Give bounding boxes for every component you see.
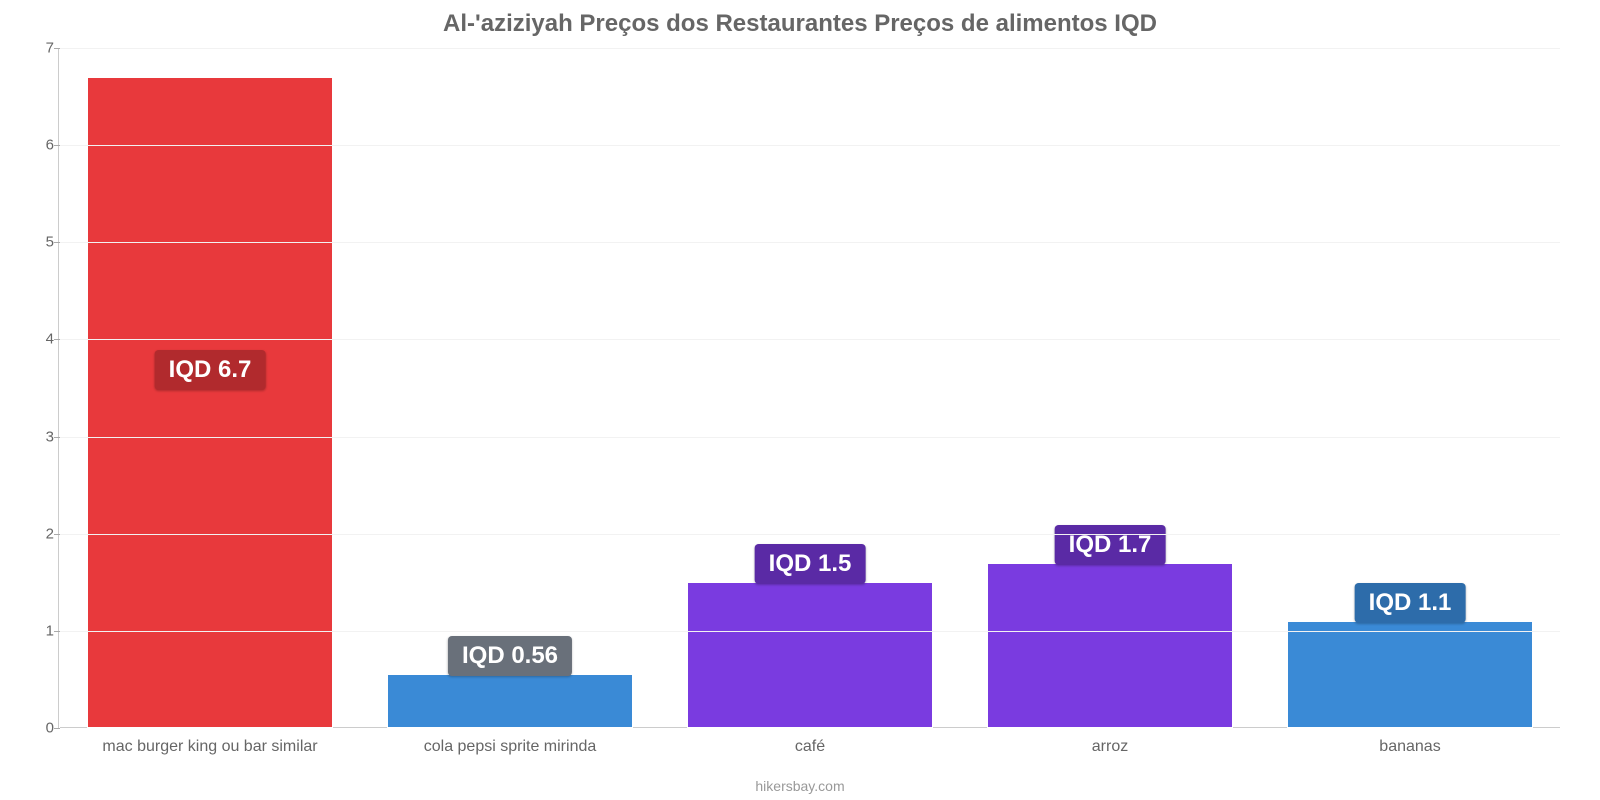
attribution-text: hikersbay.com [0,778,1600,794]
gridline [60,339,1560,340]
bar [1287,621,1533,728]
gridline [60,534,1560,535]
x-category-label: café [795,738,825,756]
x-category-label: cola pepsi sprite mirinda [424,738,597,756]
bar-value-label: IQD 1.5 [755,544,866,584]
ytick-label: 3 [26,428,54,445]
chart-title: Al-'aziziyah Preços dos Restaurantes Pre… [20,10,1580,38]
ytick-mark [54,242,60,243]
bar [987,563,1233,728]
ytick-mark [54,631,60,632]
ytick-mark [54,48,60,49]
ytick-mark [54,534,60,535]
ytick-label: 7 [26,40,54,57]
bar-slot: IQD 0.56cola pepsi sprite mirinda [360,48,660,728]
x-category-label: bananas [1379,738,1440,756]
x-category-label: arroz [1092,738,1128,756]
ytick-mark [54,339,60,340]
gridline [60,437,1560,438]
bar-value-label: IQD 1.1 [1355,583,1466,623]
bar-value-label: IQD 1.7 [1055,525,1166,565]
gridline [60,145,1560,146]
ytick-label: 5 [26,234,54,251]
plot-area: IQD 6.7mac burger king ou bar similarIQD… [60,48,1560,728]
bar-slot: IQD 1.1bananas [1260,48,1560,728]
ytick-mark [54,437,60,438]
bar-slot: IQD 1.5café [660,48,960,728]
ytick-mark [54,728,60,729]
bar-value-label: IQD 6.7 [155,350,266,390]
ytick-mark [54,145,60,146]
bar-slot: IQD 6.7mac burger king ou bar similar [60,48,360,728]
bar-value-label: IQD 0.56 [448,636,572,676]
ytick-label: 1 [26,622,54,639]
bar-slot: IQD 1.7arroz [960,48,1260,728]
price-bar-chart: Al-'aziziyah Preços dos Restaurantes Pre… [0,0,1600,800]
gridline [60,48,1560,49]
ytick-label: 0 [26,720,54,737]
ytick-label: 6 [26,137,54,154]
bar [687,582,933,728]
y-axis-line [58,48,59,728]
bars-container: IQD 6.7mac burger king ou bar similarIQD… [60,48,1560,728]
ytick-label: 2 [26,525,54,542]
gridline [60,242,1560,243]
x-category-label: mac burger king ou bar similar [102,738,317,756]
gridline [60,631,1560,632]
ytick-label: 4 [26,331,54,348]
bar [387,674,633,728]
